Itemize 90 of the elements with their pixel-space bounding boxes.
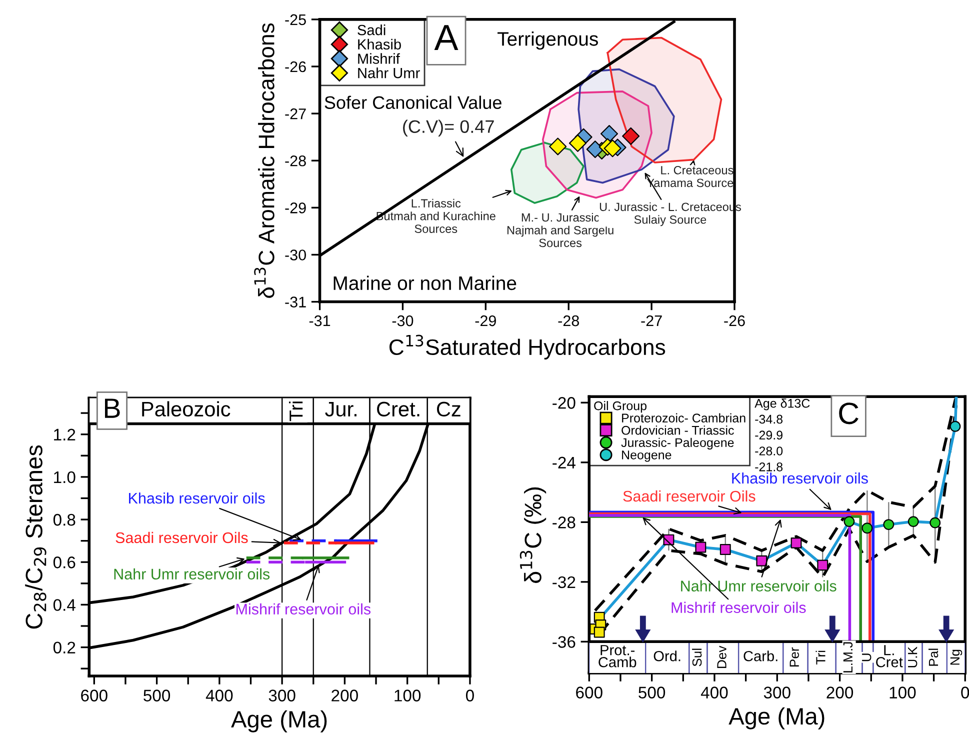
- annotation: Age δ13C: [754, 398, 810, 410]
- y-tick-label: 1.0: [54, 471, 76, 484]
- x-tick-label: 200: [332, 690, 358, 702]
- band-label: Tri: [288, 402, 303, 422]
- y-tick-label: 0.8: [53, 514, 76, 526]
- y-tick-label: -29: [285, 202, 306, 214]
- annotation: Mishrif reservoir oils: [236, 603, 371, 615]
- y-tick-label: -24: [552, 456, 576, 468]
- x-tick-label: -27: [641, 315, 662, 326]
- legend-label: Jurassic- Paleogene: [621, 438, 734, 450]
- x-tick-label: -26: [724, 315, 745, 326]
- y-tick-label: 0.2: [53, 642, 76, 654]
- x-tick-label: 600: [576, 686, 602, 698]
- band-label: Paleozoic: [142, 401, 230, 417]
- y-tick-label: -25: [285, 14, 306, 26]
- x-tick-label: 300: [764, 686, 790, 698]
- annotation: Khasib reservoir oils: [129, 492, 265, 504]
- x-tick-label: -30: [392, 315, 414, 326]
- annotation: C: [839, 402, 858, 424]
- y-axis-title: δ$^{13}$C Aromatic Hdrocarbons: [254, 23, 274, 298]
- y-tick-label: 1.2: [54, 428, 76, 440]
- band-label: Cz: [436, 402, 460, 417]
- band-label: U.K: [908, 646, 918, 668]
- legend-label: Nahr Umr: [358, 67, 420, 78]
- band-label: Dev: [717, 646, 726, 668]
- x-tick-label: 500: [144, 690, 170, 702]
- y-tick-label: -36: [552, 636, 576, 648]
- y-tick-label: 0.4: [53, 599, 76, 611]
- band-label: Sul: [692, 648, 702, 666]
- band-label: L.M.J: [843, 642, 853, 672]
- x-tick-label: -31: [309, 315, 330, 326]
- band-label: U: [862, 654, 872, 662]
- y-tick-label: -28: [285, 155, 306, 166]
- y-tick-label: -31: [285, 296, 306, 308]
- band-label: Ord.: [654, 650, 680, 662]
- x-tick-label: 200: [826, 686, 854, 698]
- band-label: Carb.: [744, 650, 778, 662]
- x-tick-label: -29: [475, 315, 496, 326]
- y-tick-label: -28: [552, 516, 576, 528]
- annotation: Saadi reservoir Oils: [623, 490, 756, 502]
- annotation: -34.8: [755, 414, 783, 424]
- x-tick-label: 600: [81, 690, 108, 702]
- legend-label: Khasib: [358, 38, 401, 50]
- legend-label: Proterozoic- Cambrian: [622, 413, 746, 422]
- y-tick-label: -27: [285, 108, 306, 120]
- annotation: B: [105, 398, 120, 418]
- annotation: (C.V)= 0.47: [403, 120, 494, 137]
- x-tick-label: 100: [394, 690, 421, 702]
- band-label: L. Cret: [876, 645, 903, 668]
- band-label: Prot.- Camb: [598, 645, 636, 668]
- x-tick-label: 400: [206, 690, 233, 702]
- x-axis-title: Age (Ma): [728, 707, 824, 730]
- annotation: Nahr Umr reservoir oils: [114, 568, 270, 580]
- annotation: Sofer Canonical Value: [324, 96, 502, 109]
- band-label: Jur.: [325, 402, 356, 417]
- annotation: -21.8: [755, 462, 783, 472]
- annotation: -29.9: [755, 430, 782, 440]
- legend-label: Mishrif: [358, 53, 400, 64]
- x-tick-label: 0: [466, 690, 474, 702]
- band-label: Pal: [928, 648, 938, 666]
- annotation: Mishrif reservoir oils: [672, 602, 806, 614]
- x-tick-label: 400: [700, 686, 728, 698]
- annotation: -28.0: [755, 446, 783, 456]
- band-label: Tri: [816, 650, 826, 664]
- y-tick-label: -32: [552, 576, 576, 588]
- x-tick-label: 100: [890, 686, 916, 698]
- x-axis-title: Age (Ma): [231, 710, 327, 732]
- legend-label: Sadi: [358, 24, 386, 36]
- y-tick-label: 0.6: [53, 556, 76, 568]
- annotation: Saadi reservoir Oils: [116, 532, 248, 544]
- band-label: Per: [790, 647, 799, 666]
- y-axis-title: δ$^{13}$C (‰): [520, 487, 546, 583]
- legend-label: Neogene: [622, 450, 672, 462]
- y-axis-title: C$_{28}$/C$_{29}$ Steranes: [25, 445, 46, 629]
- y-tick-label: -26: [285, 61, 306, 72]
- legend-label: Ordovician - Triassic: [622, 426, 734, 435]
- x-tick-label: 0: [961, 686, 969, 698]
- band-label: Ng: [950, 650, 962, 665]
- annotation: Marine or non Marine: [334, 276, 516, 290]
- band-label: Cret.: [377, 402, 420, 417]
- x-tick-label: 300: [268, 690, 296, 702]
- x-axis-title: C$^{13}$Saturated Hydrocarbons: [389, 334, 666, 360]
- annotation: A: [434, 25, 458, 50]
- annotation: Terrigenous: [498, 32, 598, 50]
- annotation: Khasib reservoir oils: [732, 472, 868, 484]
- legend-title: Oil Group: [594, 401, 646, 413]
- y-tick-label: -20: [552, 397, 576, 409]
- x-tick-label: 500: [638, 686, 666, 698]
- annotation: Nahr Umr reservoir oils: [681, 580, 836, 592]
- y-tick-label: -30: [285, 250, 306, 260]
